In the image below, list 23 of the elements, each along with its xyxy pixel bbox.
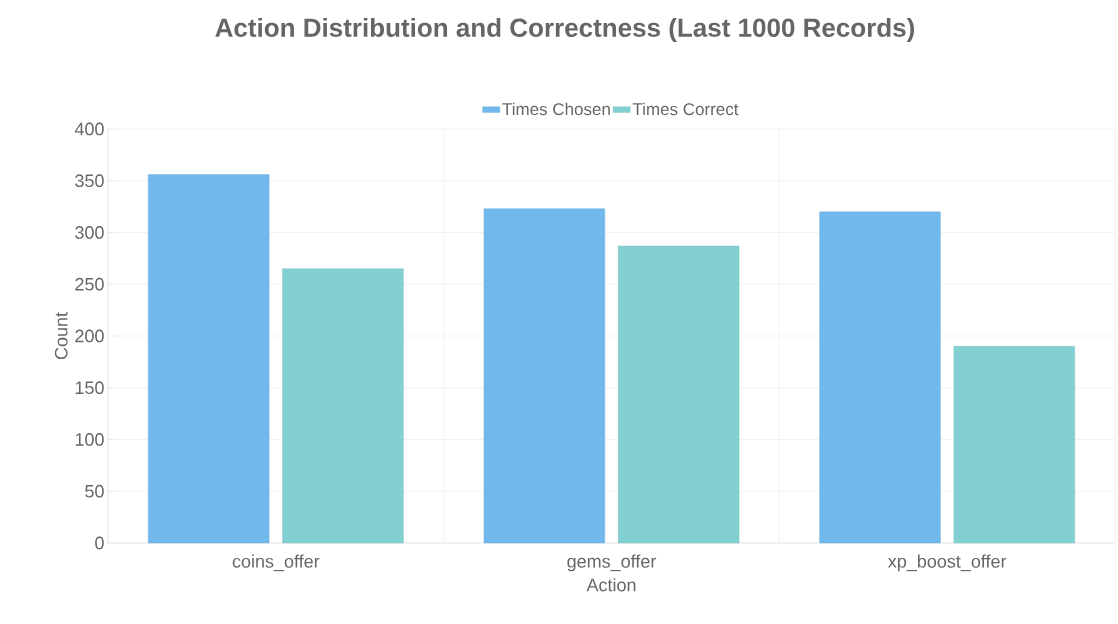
y-tick-label: 300 [75,226,104,239]
y-tick-label: 200 [75,329,104,343]
legend-label: Times Chosen [502,102,610,116]
y-tick-label: 150 [75,381,104,395]
x-tick-label: gems_offer [567,554,657,572]
bar [953,346,1075,544]
y-axis-title: Count [54,312,68,360]
legend-label: Times Correct [632,102,739,116]
y-tick-label: 50 [85,484,104,498]
bar [282,268,404,544]
y-tick-label: 400 [74,122,104,136]
x-tick-label: coins_offer [232,554,320,572]
y-tick-label: 0 [95,536,104,550]
x-axis-title: Action [586,578,636,592]
y-tick-label: 250 [75,277,104,291]
bar [618,245,740,544]
bar [148,174,270,544]
chart-title: Action Distribution and Correctness (Last 1000 Records) [215,17,915,43]
x-tick-label: xp_boost_offer [887,554,1007,572]
bar [819,211,941,544]
y-tick-label: 350 [75,174,104,188]
bar [483,208,605,544]
y-tick-label: 100 [75,433,104,446]
